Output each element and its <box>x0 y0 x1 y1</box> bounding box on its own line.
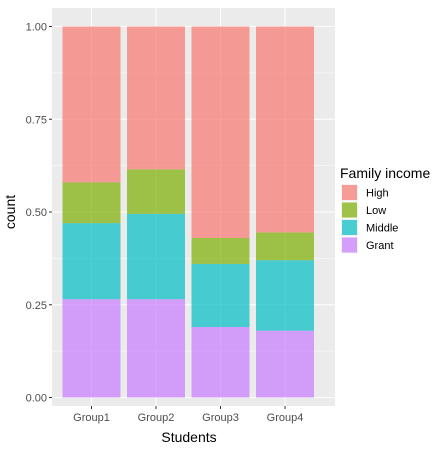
x-tick-label-group3: Group3 <box>202 412 239 424</box>
x-axis-title: Students <box>161 429 216 445</box>
bar-group2-middle <box>127 213 185 300</box>
y-tick-label: 1.00 <box>26 22 47 34</box>
bar-group4-high <box>256 26 314 233</box>
legend-label-grant: Grant <box>366 240 394 252</box>
y-tick-label: 0.75 <box>26 114 47 126</box>
bar-group2-grant <box>127 299 185 398</box>
legend-title: Family income <box>340 165 430 181</box>
y-axis: 0.00 0.25 0.50 0.75 1.00 <box>26 22 52 405</box>
bar-group3-high <box>191 26 250 238</box>
bars <box>62 26 314 398</box>
bar-group4-middle <box>256 260 314 331</box>
legend-label-high: High <box>366 188 389 200</box>
legend-swatch-low <box>342 202 357 218</box>
bar-group3-middle <box>191 263 250 328</box>
y-tick-label: 0.00 <box>26 393 47 405</box>
legend-swatch-middle <box>342 220 357 235</box>
bar-group3-grant <box>191 327 250 398</box>
legend-keys: High Low Middle Grant <box>341 184 398 254</box>
legend: Family income High Low Middle Grant <box>340 165 430 254</box>
x-axis: Group1 Group2 Group3 Group4 <box>73 406 303 424</box>
bar-group1-high <box>62 26 121 183</box>
x-tick-label-group2: Group2 <box>138 412 175 424</box>
legend-label-middle: Middle <box>366 223 398 235</box>
y-axis-title: count <box>2 195 18 229</box>
y-tick-label: 0.50 <box>26 207 47 219</box>
bar-group1-middle <box>62 223 121 300</box>
y-tick-label: 0.25 <box>26 300 47 312</box>
bar-group3-low <box>191 237 250 264</box>
x-tick-label-group1: Group1 <box>73 412 110 424</box>
bar-group2-low <box>127 169 185 214</box>
x-tick-label-group4: Group4 <box>267 412 304 424</box>
bar-group1-grant <box>62 299 121 398</box>
bar-group1-low <box>62 182 121 224</box>
legend-label-low: Low <box>366 205 386 217</box>
bar-group2-high <box>127 26 185 170</box>
bar-group4-low <box>256 232 314 261</box>
bar-group4-grant <box>256 330 314 398</box>
legend-swatch-high <box>342 185 357 200</box>
legend-swatch-grant <box>342 237 357 253</box>
